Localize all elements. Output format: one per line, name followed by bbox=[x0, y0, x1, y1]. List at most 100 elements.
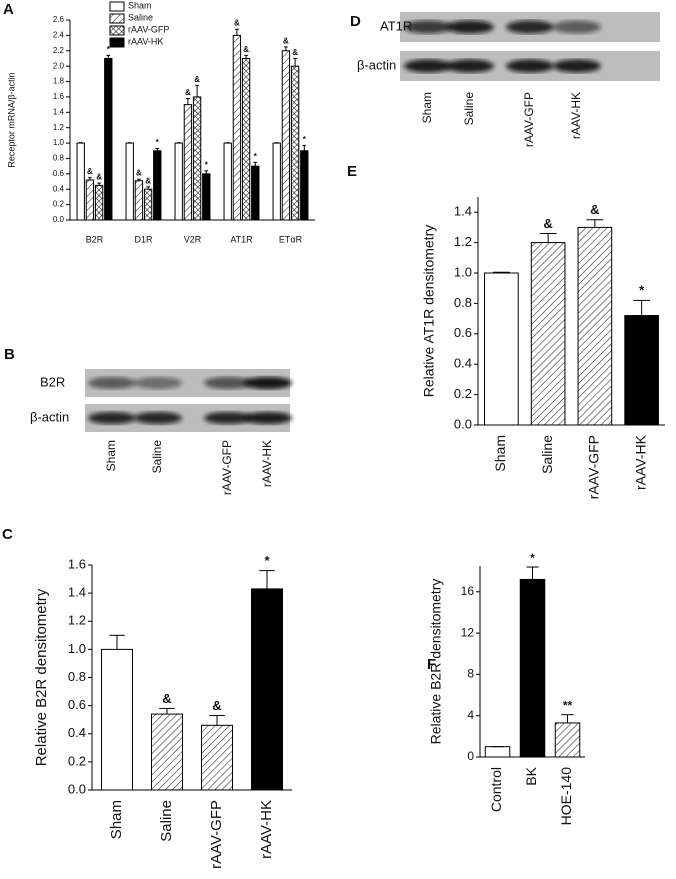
lane-label: rAAV-GFP bbox=[522, 92, 536, 147]
x-tick-label: ETαR bbox=[279, 234, 303, 244]
error-bar bbox=[539, 232, 557, 243]
y-tick-label: 1.0 bbox=[53, 138, 65, 147]
bar bbox=[251, 588, 283, 791]
y-axis-label: Receptor mRNA/β-actin bbox=[6, 72, 16, 167]
y-tick-label: 1.2 bbox=[68, 613, 86, 628]
x-tick-label: V2R bbox=[184, 234, 202, 244]
significance-mark: & bbox=[162, 691, 171, 706]
blot-band bbox=[204, 376, 252, 390]
bar bbox=[232, 34, 242, 221]
lane-label: Sham bbox=[420, 92, 434, 123]
lane-label: Saline bbox=[150, 440, 164, 474]
error-bar bbox=[586, 219, 604, 228]
bar bbox=[202, 173, 211, 221]
x-tick-label: rAAV-GFP bbox=[208, 800, 225, 869]
blot-row-label: AT1R bbox=[380, 18, 412, 33]
y-tick-label: 2.2 bbox=[53, 46, 65, 55]
bar bbox=[577, 226, 613, 426]
y-tick-label: 4 bbox=[467, 708, 474, 722]
error-bar bbox=[633, 299, 651, 316]
significance-mark: & bbox=[292, 48, 298, 57]
bar bbox=[201, 724, 233, 791]
blot-band bbox=[506, 20, 554, 34]
error-bar bbox=[186, 97, 190, 105]
blot-band bbox=[446, 59, 494, 73]
panel-letter: A bbox=[3, 1, 14, 18]
y-tick-label: 2.0 bbox=[53, 61, 65, 70]
significance-mark: * bbox=[107, 45, 111, 54]
x-tick-label: Saline bbox=[158, 800, 175, 842]
y-tick-label: 1.2 bbox=[53, 123, 65, 132]
y-tick-label: 1.0 bbox=[454, 264, 472, 279]
bar bbox=[94, 184, 104, 221]
significance-mark: & bbox=[145, 176, 151, 185]
error-bar bbox=[97, 182, 101, 186]
error-bar bbox=[284, 46, 288, 51]
x-tick-label: D1R bbox=[134, 234, 153, 244]
bar bbox=[300, 150, 309, 221]
x-tick-label: BK bbox=[523, 766, 539, 785]
significance-mark: & bbox=[87, 167, 93, 176]
significance-mark: & bbox=[194, 75, 200, 84]
lane-label: rAAV-HK bbox=[260, 440, 274, 487]
error-bar bbox=[293, 57, 297, 67]
legend-swatch bbox=[109, 13, 125, 24]
y-tick-label: 0.4 bbox=[68, 725, 86, 740]
bar bbox=[183, 104, 193, 221]
x-tick-label: rAAV-HK bbox=[258, 800, 275, 859]
significance-mark: & bbox=[96, 173, 102, 182]
bar bbox=[484, 746, 511, 758]
error-bar bbox=[235, 28, 239, 36]
legend-swatch bbox=[109, 25, 125, 36]
x-tick-label: rAAV-GFP bbox=[586, 435, 602, 499]
bar bbox=[530, 242, 566, 426]
blot-band bbox=[244, 376, 292, 390]
y-tick-label: 1.8 bbox=[53, 77, 65, 86]
y-tick-label: 16 bbox=[461, 584, 475, 598]
significance-mark: * bbox=[264, 553, 270, 568]
legend-swatch bbox=[109, 1, 125, 12]
bar bbox=[290, 65, 300, 221]
error-bar bbox=[259, 570, 275, 589]
error-bar bbox=[492, 271, 510, 273]
y-tick-label: 0.2 bbox=[53, 200, 65, 209]
lane-label: rAAV-HK bbox=[569, 92, 583, 139]
y-tick-label: 12 bbox=[461, 625, 475, 639]
legend-label: rAAV-GFP bbox=[128, 24, 169, 34]
y-tick-label: 0.2 bbox=[68, 753, 86, 768]
y-tick-label: 2.4 bbox=[53, 30, 65, 39]
bar bbox=[125, 142, 134, 221]
y-tick-label: 0.8 bbox=[68, 669, 86, 684]
bar bbox=[241, 57, 251, 221]
y-axis-label: Relative B2R densitometry bbox=[428, 579, 444, 745]
bar bbox=[192, 96, 202, 221]
significance-mark: & bbox=[136, 169, 142, 178]
x-tick-label: Saline bbox=[539, 435, 555, 474]
y-tick-label: 1.4 bbox=[68, 585, 86, 600]
bar bbox=[272, 142, 281, 221]
blot-band bbox=[404, 59, 452, 73]
error-bar bbox=[204, 170, 209, 174]
x-tick-label: rAAV-HK bbox=[632, 434, 648, 490]
lane-label: Saline bbox=[462, 92, 476, 126]
blot-band bbox=[88, 411, 136, 425]
x-tick-label: B2R bbox=[86, 234, 104, 244]
x-tick-label: Sham bbox=[108, 800, 125, 839]
error-bar bbox=[159, 707, 175, 715]
blot-band bbox=[404, 20, 452, 34]
y-tick-label: 0.8 bbox=[53, 154, 65, 163]
blot-band bbox=[134, 376, 182, 390]
bar bbox=[76, 142, 85, 221]
error-bar bbox=[155, 147, 160, 151]
significance-mark: * bbox=[254, 152, 258, 161]
bar bbox=[174, 142, 183, 221]
legend-label: Saline bbox=[128, 12, 153, 22]
blot-band bbox=[446, 20, 494, 34]
x-tick-label: HOE-140 bbox=[558, 767, 574, 826]
significance-mark: * bbox=[303, 135, 307, 144]
significance-mark: & bbox=[590, 202, 599, 217]
bar bbox=[624, 315, 659, 426]
y-tick-label: 0.0 bbox=[454, 416, 472, 431]
error-bar bbox=[244, 54, 248, 59]
